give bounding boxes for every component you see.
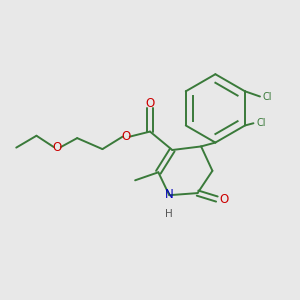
- Text: O: O: [122, 130, 131, 143]
- Text: Cl: Cl: [263, 92, 272, 101]
- Text: Cl: Cl: [256, 118, 266, 128]
- Text: N: N: [165, 188, 174, 201]
- Text: H: H: [165, 208, 173, 219]
- Text: O: O: [219, 193, 228, 206]
- Text: O: O: [52, 140, 62, 154]
- Text: O: O: [146, 98, 155, 110]
